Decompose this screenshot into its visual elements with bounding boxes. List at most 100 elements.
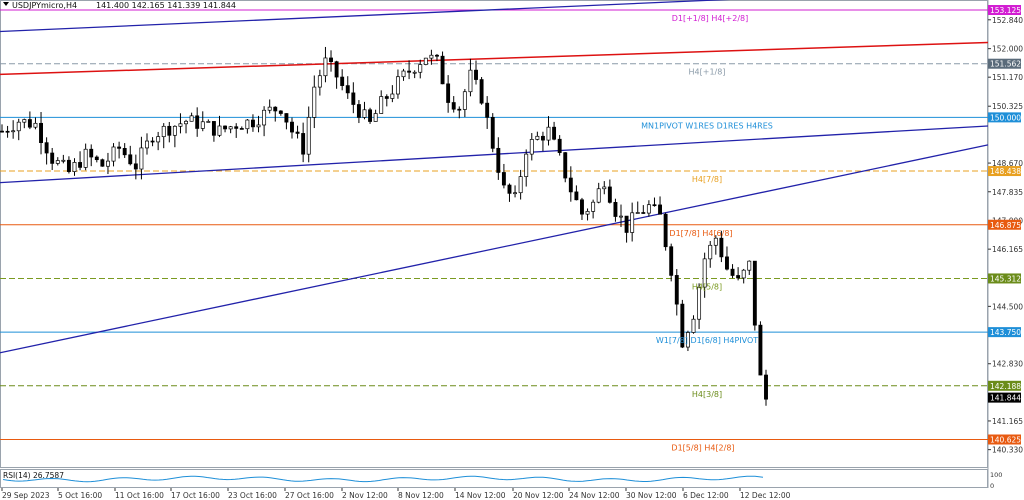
candle-body bbox=[167, 125, 172, 136]
candle-body bbox=[557, 138, 562, 153]
candle-body bbox=[245, 119, 250, 130]
level-labels: D1[+1/8] H4[+2/8] H4[+1/8] MN1PIVOT W1RES … bbox=[641, 14, 773, 453]
candle-body bbox=[680, 303, 685, 348]
candle-body bbox=[490, 116, 495, 149]
candles bbox=[0, 46, 768, 406]
trend-lines bbox=[0, 0, 989, 354]
candle-body bbox=[663, 213, 668, 248]
candle-body bbox=[607, 186, 612, 203]
candle-body bbox=[613, 202, 618, 217]
candle-body bbox=[39, 122, 43, 144]
candle-body bbox=[239, 128, 244, 130]
candle-body bbox=[585, 211, 590, 215]
time-tick-label: 23 Oct 16:00 bbox=[228, 491, 277, 500]
time-tick-label: 6 Dec 12:00 bbox=[683, 491, 729, 500]
level-price-tag bbox=[988, 380, 1021, 391]
candle-body bbox=[33, 122, 38, 128]
candle-body bbox=[730, 268, 735, 276]
candle-body bbox=[72, 162, 77, 172]
level-price-tag bbox=[988, 327, 1021, 338]
candle-body bbox=[513, 192, 518, 195]
candle-body bbox=[122, 148, 127, 156]
candle-body bbox=[630, 212, 635, 233]
candle-body bbox=[16, 121, 21, 132]
candle-body bbox=[66, 159, 71, 172]
level-price-tag bbox=[988, 166, 1021, 177]
candle-body bbox=[713, 237, 718, 246]
candle-body bbox=[619, 215, 623, 218]
candle-body bbox=[373, 113, 378, 122]
candle-body bbox=[725, 256, 729, 270]
resistance-trend-line[interactable] bbox=[0, 41, 989, 76]
candle-body bbox=[278, 110, 283, 114]
candle-body bbox=[462, 91, 467, 110]
candle-body bbox=[708, 244, 713, 260]
candle-body bbox=[50, 152, 55, 164]
main-panel bbox=[0, 0, 988, 468]
middle-channel-line[interactable] bbox=[0, 125, 989, 184]
level-price-tag bbox=[988, 219, 1021, 230]
candle-body bbox=[658, 204, 662, 215]
candle-body bbox=[646, 204, 651, 214]
candle-body bbox=[139, 147, 144, 170]
price-tick-label: 146.165 bbox=[992, 245, 1023, 254]
candle-body bbox=[284, 113, 289, 123]
level-price-tag bbox=[988, 5, 1021, 15]
candle-body bbox=[89, 148, 94, 158]
candle-body bbox=[5, 130, 10, 133]
level-price-tag-text: 143.750 bbox=[990, 328, 1021, 337]
chart-header: USDJPYmicro,H4 141.400 142.165 141.339 1… bbox=[3, 1, 236, 10]
candle-body bbox=[200, 121, 205, 129]
candle-body bbox=[412, 71, 417, 74]
candle-body bbox=[758, 324, 763, 376]
dropdown-triangle-icon[interactable] bbox=[3, 2, 9, 6]
candle-body bbox=[395, 76, 400, 95]
lower-channel-line[interactable] bbox=[0, 144, 989, 354]
level-label: D1[+1/8] H4[+2/8] bbox=[672, 14, 749, 23]
candle-body bbox=[323, 57, 328, 77]
candle-body bbox=[652, 204, 657, 207]
candle-body bbox=[301, 133, 306, 155]
candle-body bbox=[752, 260, 757, 326]
upper-channel-line[interactable] bbox=[0, 0, 820, 33]
time-tick-label: 24 Nov 12:00 bbox=[569, 491, 620, 500]
level-price-tag-text: 151.562 bbox=[990, 60, 1021, 69]
candle-body bbox=[429, 54, 434, 59]
candle-body bbox=[379, 96, 384, 114]
candle-body bbox=[295, 131, 300, 134]
candle-body bbox=[184, 120, 188, 125]
candle-body bbox=[591, 201, 596, 212]
level-price-tag-text: 150.000 bbox=[990, 113, 1021, 122]
level-price-tag bbox=[988, 58, 1021, 69]
candle-body bbox=[329, 57, 333, 63]
candle-body bbox=[256, 124, 261, 128]
candle-body bbox=[446, 83, 451, 103]
candle-body bbox=[267, 106, 272, 111]
candle-body bbox=[223, 125, 228, 130]
candle-body bbox=[518, 176, 523, 194]
candle-body bbox=[540, 135, 545, 141]
candle-body bbox=[368, 109, 373, 122]
candle-body bbox=[78, 162, 83, 168]
candle-body bbox=[306, 117, 311, 155]
time-tick-label: 20 Nov 12:00 bbox=[513, 491, 564, 500]
candle-body bbox=[407, 70, 412, 73]
candle-body bbox=[602, 186, 607, 190]
candle-body bbox=[290, 121, 294, 133]
candle-body bbox=[117, 146, 122, 149]
candle-body bbox=[133, 163, 138, 170]
candle-body bbox=[27, 119, 32, 128]
level-label: H4[7/8] bbox=[692, 175, 722, 184]
candle-body bbox=[273, 106, 278, 112]
level-label: MN1PIVOT W1RES D1RES H4RES bbox=[641, 121, 773, 130]
candle-body bbox=[401, 70, 406, 78]
candle-body bbox=[351, 92, 356, 105]
candle-body bbox=[334, 61, 339, 78]
level-price-tag-text: 153.125 bbox=[990, 6, 1021, 15]
price-tick-label: 152.840 bbox=[992, 16, 1023, 25]
time-tick-label: 14 Nov 12:00 bbox=[455, 491, 506, 500]
candle-body bbox=[0, 130, 4, 133]
candle-body bbox=[697, 286, 702, 320]
level-label: H4[+1/8] bbox=[689, 68, 726, 77]
